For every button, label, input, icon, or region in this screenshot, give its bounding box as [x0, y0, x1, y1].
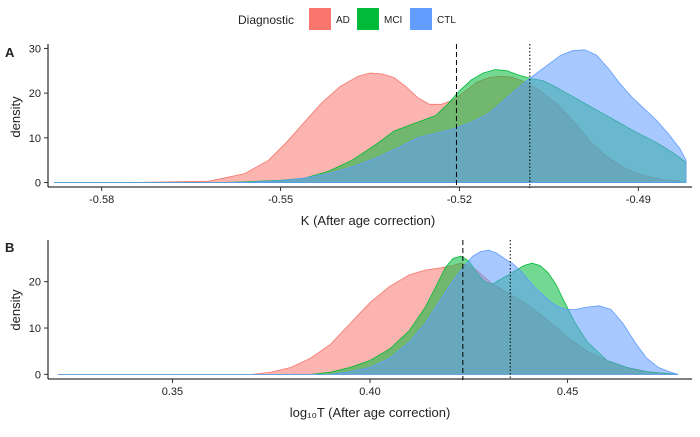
panel-a-y-tick-label: 30 [29, 43, 41, 55]
panel-a-y-tick-label: 20 [29, 88, 41, 100]
legend: Diagnostic AD MCI CTL [238, 8, 456, 30]
panel-a-xlabel: K (After age correction) [301, 213, 435, 228]
panel-b-density-ctl [57, 249, 679, 375]
panel-a-x-tick-label: -0.49 [626, 194, 651, 206]
panel-b-x-tick-label: 0.45 [557, 386, 578, 398]
panel-b-x-tick-label: 0.40 [359, 386, 380, 398]
panel-b-y-tick-label: 0 [35, 369, 41, 381]
panel-a-x-tick-label: -0.52 [447, 194, 472, 206]
panel-b-y-tick-label: 20 [29, 277, 41, 289]
legend-label-ad: AD [336, 15, 350, 26]
legend-key-mci [357, 8, 379, 30]
panel-b-xlabel: log₁₀T (After age correction) [290, 405, 451, 420]
panel-a-x-tick-label: -0.58 [89, 194, 114, 206]
panel-b-x-tick-label: 0.35 [162, 386, 183, 398]
legend-label-ctl: CTL [437, 15, 456, 26]
panel-a-x-tick-label: -0.55 [268, 194, 293, 206]
panel-b-tag: B [5, 240, 14, 255]
panel-b-ylabel: density [8, 289, 23, 331]
panel-a-y-tick-label: 10 [29, 133, 41, 145]
panel-a-tag: A [5, 45, 15, 60]
legend-title: Diagnostic [238, 13, 294, 27]
legend-key-ctl [410, 8, 432, 30]
panel-b-y-tick-label: 10 [29, 323, 41, 335]
panel-a-y-tick-label: 0 [35, 178, 41, 190]
legend-label-mci: MCI [384, 15, 402, 26]
legend-key-ad [309, 8, 331, 30]
panel-b: B 0.35 0.40 0.45 0 10 20 log₁₀T (After age co… [5, 240, 692, 420]
panel-a-ylabel: density [8, 96, 23, 138]
panel-a-density-ctl [54, 49, 687, 183]
panel-a: A -0.58 -0.55 -0.52 -0.49 0 10 20 30 K (After a… [5, 43, 692, 228]
